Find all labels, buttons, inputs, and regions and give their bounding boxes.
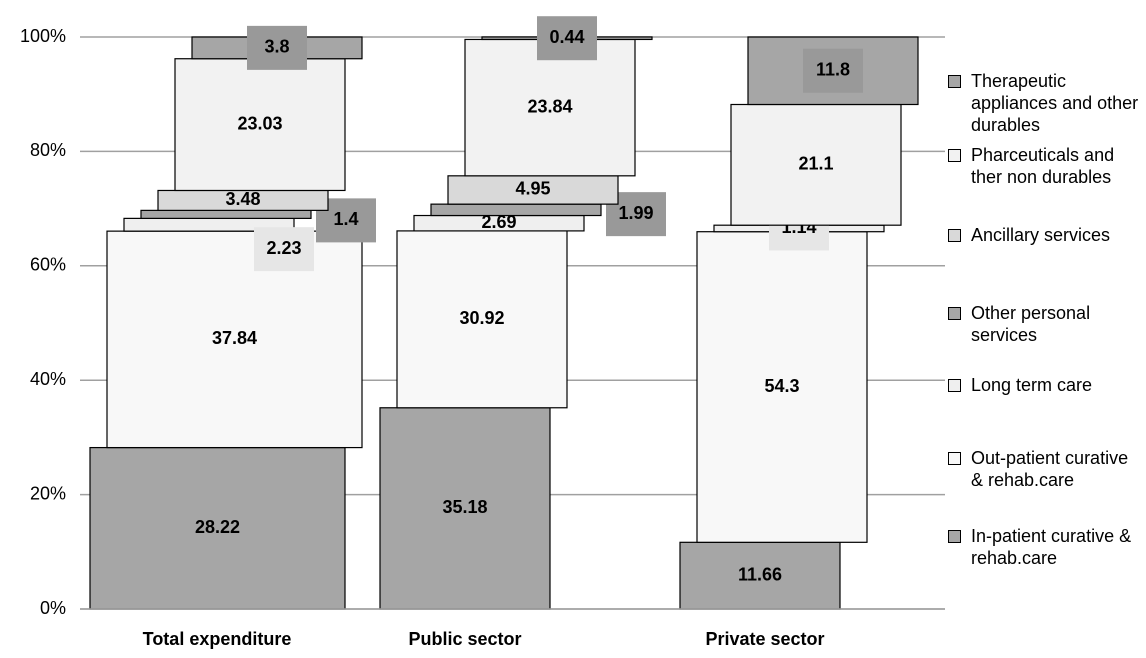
bar-segment: [140, 209, 312, 219]
legend-item: Long term care: [948, 374, 1144, 396]
legend-swatch: [948, 307, 961, 320]
data-label: 30.92: [459, 308, 504, 328]
legend-swatch: [948, 379, 961, 392]
bar-segment: [730, 103, 902, 226]
x-tick-label: Private sector: [705, 629, 824, 649]
legend-swatch: [948, 75, 961, 88]
data-label: 23.84: [527, 96, 572, 116]
legend-swatch: [948, 149, 961, 162]
legend-label: Therapeutic appliances and other durable…: [971, 71, 1139, 135]
bar-segment: [379, 407, 551, 610]
bar-segment: [430, 203, 602, 217]
data-label: 11.8: [816, 59, 850, 79]
label-bg: [254, 227, 314, 272]
legend-label: Long term care: [971, 375, 1093, 395]
legend-label: Ancillary services: [971, 225, 1111, 245]
data-label: 54.3: [764, 376, 799, 396]
data-label: 35.18: [442, 497, 487, 517]
y-tick-label: 80%: [30, 140, 66, 160]
bar-segment: [106, 230, 363, 449]
legend-label: Out-patient curative & rehab.care: [971, 448, 1129, 490]
y-tick-label: 20%: [30, 483, 66, 503]
data-label: 2.69: [481, 212, 516, 232]
bar-segment: [696, 231, 868, 543]
x-tick-label: Total expenditure: [143, 629, 292, 649]
legend-swatch: [948, 530, 961, 543]
y-tick-label: 100%: [20, 26, 66, 46]
y-tick-label: 0%: [40, 598, 66, 618]
bar-segment: [174, 58, 346, 192]
legend-label: Other personal services: [971, 303, 1091, 345]
legend-label: Pharceuticals and ther non durables: [971, 145, 1115, 187]
bar-segment: [464, 38, 636, 177]
legend-item: In-patient curative & rehab.care: [948, 525, 1144, 569]
bar-segment: [679, 541, 841, 610]
x-tick-label: Public sector: [408, 629, 521, 649]
y-tick-label: 40%: [30, 369, 66, 389]
label-bg: [247, 25, 307, 70]
data-label: 0.44: [549, 27, 584, 47]
legend-label: In-patient curative & rehab.care: [971, 526, 1132, 568]
legend-item: Therapeutic appliances and other durable…: [948, 70, 1144, 136]
data-label: 23.03: [237, 113, 282, 133]
legend-item: Ancillary services: [948, 224, 1144, 246]
data-label: 21.1: [798, 154, 833, 174]
data-label: 1.99: [618, 203, 653, 223]
legend-item: Out-patient curative & rehab.care: [948, 447, 1144, 491]
data-label: 3.48: [225, 189, 260, 209]
data-label: 28.22: [195, 517, 240, 537]
legend-swatch: [948, 452, 961, 465]
data-label: 2.23: [266, 238, 301, 258]
data-label: 1.4: [333, 209, 358, 229]
bar-segment: [447, 175, 619, 205]
label-bg: [537, 16, 597, 61]
data-label: 11.66: [738, 564, 782, 584]
data-label: 37.84: [212, 328, 257, 348]
legend-swatch: [948, 229, 961, 242]
data-label: 4.95: [515, 179, 550, 199]
bar-segment: [396, 230, 568, 409]
label-bg: [803, 48, 863, 93]
data-label: 3.8: [264, 37, 289, 57]
y-tick-label: 60%: [30, 255, 66, 275]
legend-item: Other personal services: [948, 302, 1144, 346]
legend-item: Pharceuticals and ther non durables: [948, 144, 1144, 188]
